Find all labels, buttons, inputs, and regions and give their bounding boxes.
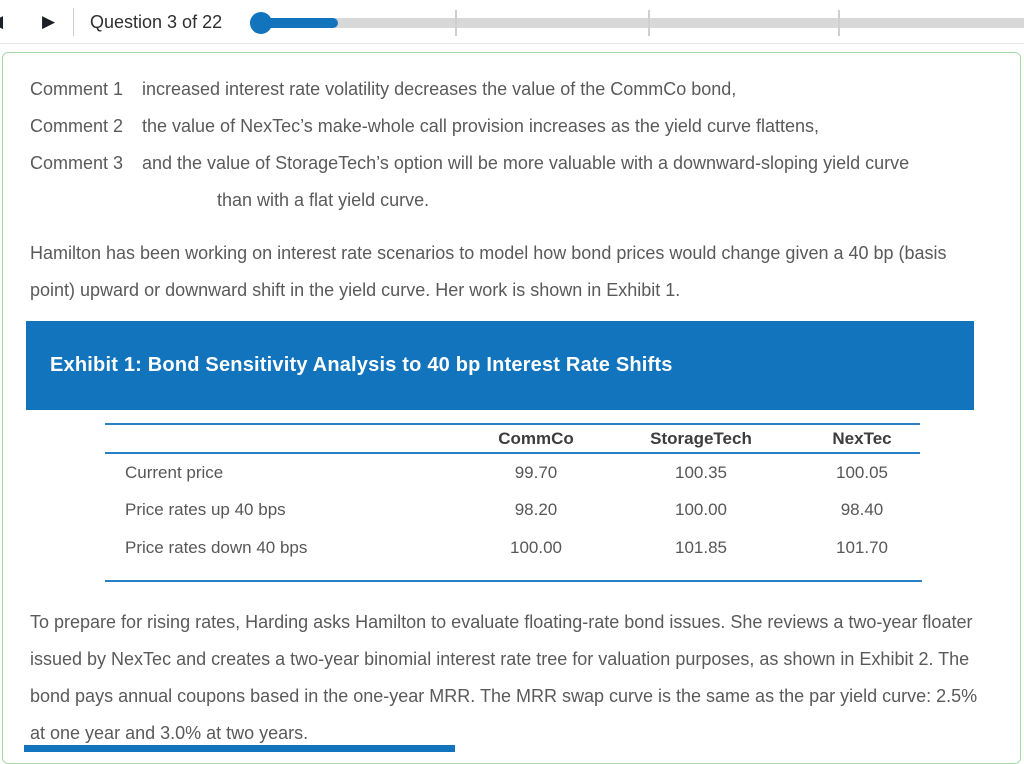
cell-value: 101.70 [836,538,888,557]
comment-row-3: Comment 3 and the value of StorageTech’s… [30,145,994,219]
row-label-rates-up: Price rates up 40 bps [125,500,286,519]
progress-tick [455,10,457,36]
exhibit1-header: Exhibit 1: Bond Sensitivity Analysis to … [26,321,974,410]
progress-handle[interactable] [250,12,272,34]
progress-fill [250,18,338,28]
cell-value: 99.70 [514,462,558,482]
comment-3-text-line1: and the value of StorageTech’s option wi… [142,153,910,173]
cell-value: 100.05 [836,462,888,482]
cell-value: 100.00 [675,500,727,519]
comment-row-2: Comment 2 the value of NexTec’s make-who… [30,108,994,145]
comment-3-label: Comment 3 [30,153,124,173]
row-label-rates-down: Price rates down 40 bps [125,538,308,557]
question-nav-bar: ◀ ▶ Question 3 of 22 [0,0,1024,44]
exhibit2-header-peek [24,745,455,752]
topbar-divider [73,8,74,36]
progress-tick [838,10,840,36]
exhibit1-table-wrapper: CommCo StorageTech NexTec Current price … [105,423,922,582]
floater-paragraph: To prepare for rising rates, Harding ask… [30,612,978,743]
cell-value: 98.20 [514,500,558,519]
column-header-blank [105,423,474,454]
comment-2-text: the value of NexTec’s make-whole call pr… [142,116,819,136]
comment-1-label: Comment 1 [30,79,124,99]
comment-2-label: Comment 2 [30,116,124,136]
column-header-nextec: NexTec [804,423,920,454]
comments-block: Comment 1 increased interest rate volati… [30,53,994,219]
comment-row-1: Comment 1 increased interest rate volati… [30,71,994,108]
table-row: Price rates down 40 bps 100.00 101.85 10… [105,529,920,567]
table-header-row: CommCo StorageTech NexTec [105,423,920,454]
row-label-current-price: Current price [125,462,224,482]
table-row: Price rates up 40 bps 98.20 100.00 98.40 [105,491,920,529]
comment-1-text: increased interest rate volatility decre… [142,79,737,99]
cell-value: 98.40 [840,500,884,519]
comment-3-text-line2: than with a flat yield curve. [217,190,430,210]
scenario-paragraph: Hamilton has been working on interest ra… [30,243,947,300]
progress-tick [648,10,650,36]
cell-value: 100.00 [510,538,562,557]
cell-value: 101.85 [675,538,727,557]
question-content-panel: Comment 1 increased interest rate volati… [2,52,1021,764]
previous-question-arrow-icon[interactable]: ◀ [0,0,3,43]
column-header-commco: CommCo [474,423,598,454]
column-header-storagetech: StorageTech [598,423,804,454]
progress-track [250,18,1024,28]
question-counter-label: Question 3 of 22 [90,12,223,32]
table-row: Current price 99.70 100.35 100.05 [105,453,920,491]
next-question-arrow-icon[interactable]: ▶ [42,12,56,31]
cell-value: 100.35 [675,462,727,482]
exhibit1-table: CommCo StorageTech NexTec Current price … [105,423,920,567]
exhibit1-title: Exhibit 1: Bond Sensitivity Analysis to … [50,354,673,376]
question-progress-bar[interactable] [250,0,1024,43]
